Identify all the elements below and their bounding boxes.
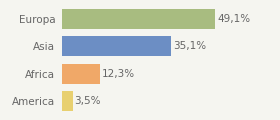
Text: 35,1%: 35,1% (173, 41, 206, 51)
Text: 12,3%: 12,3% (102, 69, 135, 79)
Bar (62, 64, 100, 84)
Bar (62, 9, 215, 29)
Text: 49,1%: 49,1% (217, 14, 250, 24)
Bar (62, 91, 73, 111)
Bar (62, 36, 171, 56)
Text: 3,5%: 3,5% (74, 96, 101, 106)
